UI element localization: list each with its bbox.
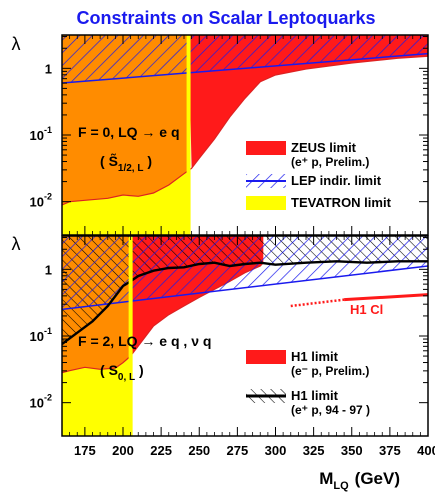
lep-limit-line [62, 52, 428, 84]
legend-top: ZEUS limit(e⁺ p, Prelim.) LEP indir. limi… [246, 140, 392, 210]
h1-eplus-limit-curve [62, 260, 428, 345]
x-axis-label-m: M [319, 469, 333, 488]
x-tick-label: 375 [379, 443, 401, 458]
lep-limit-line [62, 265, 428, 311]
zeus-limit-curve [62, 55, 428, 206]
y-tick-mantissa: 10 [30, 128, 44, 143]
annotation-state-open: ( [100, 153, 109, 169]
annotation-state-top: ( S̃1/2, L ) [100, 152, 152, 174]
annotation-top: F = 0, LQ → e q [78, 124, 180, 140]
y-tick-label: 10-2 [30, 192, 52, 210]
x-tick-label: 250 [188, 443, 210, 458]
x-tick-label: 275 [227, 443, 249, 458]
panel-top: 110-110-2F = 0, LQ → e q( S̃1/2, L )ZEUS… [30, 34, 429, 236]
y-tick-exponent: -1 [44, 326, 52, 336]
lep-limit-hatch [62, 35, 428, 83]
x-tick-label: 175 [74, 443, 96, 458]
legend-label: H1 limit [291, 388, 339, 403]
lep-limit-hatch [62, 236, 428, 310]
legend-label: H1 limit [291, 349, 339, 364]
y-tick-label: 1 [45, 262, 52, 277]
y-tick-label: 10-2 [30, 393, 52, 411]
y-axis-label-bottom: λ [12, 234, 21, 254]
legend-label: LEP indir. limit [291, 173, 382, 188]
y-tick-label: 1 [45, 61, 52, 76]
y-tick-exponent: -1 [44, 125, 52, 135]
legend-swatch-red [246, 350, 286, 364]
legend-label: ZEUS limit [291, 140, 357, 155]
annotation-state-symbol: S [109, 362, 118, 378]
legend-label-sub: (e⁺ p, Prelim.) [291, 155, 369, 169]
x-axis-label: MLQ (GeV) [319, 469, 400, 492]
legend-swatch-red [246, 141, 286, 155]
tevatron-limit-region [62, 356, 131, 436]
x-axis-label-sub: LQ [333, 480, 349, 492]
annotation-state-close: ) [135, 362, 144, 378]
h1-ci-solid-line [344, 293, 428, 302]
h1-ci-dotted-line [290, 298, 345, 308]
y-tick-label: 10-1 [30, 326, 52, 344]
annotation-state-sub: 1/2, L [118, 163, 144, 174]
plot-area-top [62, 35, 428, 235]
annotation-state-close: ) [143, 153, 152, 169]
y-tick-mantissa: 10 [30, 329, 44, 344]
x-tick-label: 225 [150, 443, 172, 458]
y-tick-mantissa: 1 [45, 61, 52, 76]
annotation-bottom: F = 2, LQ → e q , ν q [78, 333, 211, 349]
annotation-state-bottom: ( S0, L ) [100, 362, 144, 383]
plot-area-bottom: H1 Cl [62, 236, 428, 436]
legend-label-sub: (e⁺ p, 94 - 97 ) [291, 403, 370, 417]
annotation-state-symbol: S̃ [109, 152, 118, 169]
y-tick-mantissa: 10 [30, 195, 44, 210]
legend-label: TEVATRON limit [291, 195, 392, 210]
h1-ci-label: H1 Cl [350, 302, 383, 317]
chart-title: Constraints on Scalar Leptoquarks [76, 8, 375, 28]
x-tick-label: 350 [341, 443, 363, 458]
y-tick-mantissa: 1 [45, 262, 52, 277]
x-tick-label: 300 [265, 443, 287, 458]
tevatron-limit-region [62, 170, 189, 235]
y-axis-label-top: λ [12, 34, 21, 54]
x-tick-label: 325 [303, 443, 325, 458]
y-tick-exponent: -2 [44, 393, 52, 403]
y-tick-label: 10-1 [30, 125, 52, 143]
x-axis: 175 200 225 250 275 300 325 350 375 400 [74, 443, 435, 458]
x-tick-label: 400 [417, 443, 435, 458]
y-tick-exponent: -2 [44, 192, 52, 202]
legend-bottom: H1 limit(e⁻ p, Prelim.)H1 limit(e⁺ p, 94… [246, 349, 370, 417]
legend-swatch-yellow [246, 196, 286, 210]
annotation-state-sub: 0, L [118, 372, 135, 383]
x-tick-label: 200 [112, 443, 134, 458]
y-tick-mantissa: 10 [30, 396, 44, 411]
legend-label-sub: (e⁻ p, Prelim.) [291, 364, 369, 378]
x-axis-label-unit: (GeV) [355, 469, 400, 488]
annotation-state-open: ( [100, 362, 109, 378]
allowed-region [62, 56, 428, 235]
